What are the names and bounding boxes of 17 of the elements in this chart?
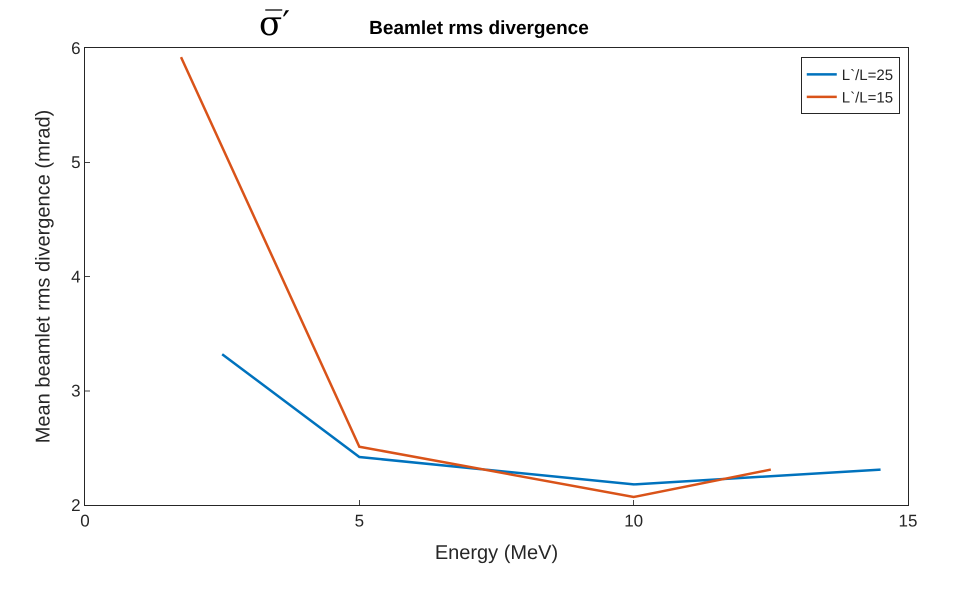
x-tick-label: 0 (80, 511, 90, 530)
x-axis-title: Energy (MeV) (434, 542, 558, 564)
legend-label: L`/L=25 (842, 67, 894, 84)
y-tick-label: 5 (71, 153, 81, 172)
line-series (180, 56, 772, 498)
x-tick-label: 5 (354, 511, 364, 530)
legend-label: L`/L=15 (842, 90, 894, 107)
y-tick-label: 4 (71, 267, 81, 286)
x-tick-label: 15 (898, 511, 918, 530)
line-series (220, 352, 882, 486)
y-tick-label: 3 (71, 382, 81, 401)
chart-title: Beamlet rms divergence (369, 18, 589, 39)
y-axis-title: Mean beamlet rms divergence (mrad) (32, 110, 55, 444)
y-tick-label: 2 (71, 496, 81, 515)
text: σ̅′ (259, 4, 290, 44)
x-tick-label: 10 (624, 511, 644, 530)
y-tick-label: 6 (71, 38, 81, 58)
